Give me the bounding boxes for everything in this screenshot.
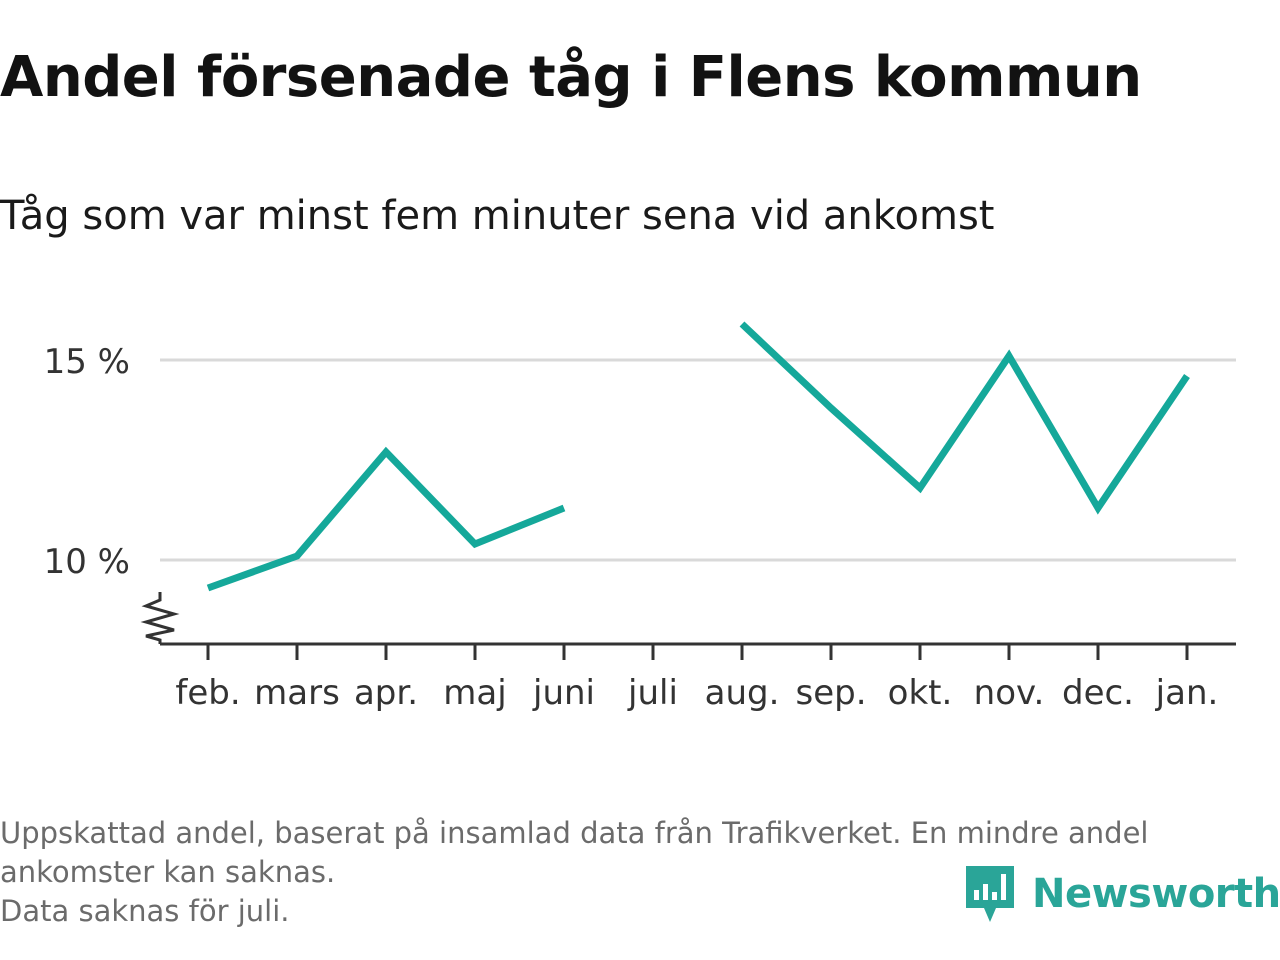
x-tick-label: nov. (974, 673, 1045, 713)
x-tick-label: jan. (1155, 673, 1219, 713)
axes (140, 592, 1236, 660)
footnote-line-1: Uppskattad andel, baserat på insamlad da… (0, 816, 1149, 850)
x-tick-label: sep. (795, 673, 866, 713)
footnote-line-3: Data saknas för juli. (0, 894, 290, 928)
x-tick-label: juli (627, 673, 678, 713)
x-tick-label: maj (443, 673, 506, 713)
brand-logo: Newsworthy (962, 862, 1280, 926)
newsworthy-logo-icon (966, 866, 1014, 922)
footnote-line-2: ankomster kan saknas. (0, 855, 336, 889)
x-tick-label: dec. (1062, 673, 1134, 713)
x-tick-label: okt. (888, 673, 953, 713)
x-tick-label: apr. (354, 673, 418, 713)
footnote: Uppskattad andel, baserat på insamlad da… (0, 814, 1270, 931)
y-axis-break (140, 592, 180, 644)
x-tick-label: feb. (175, 673, 240, 713)
chart-title: Andel försenade tåg i Flens kommun (0, 45, 1142, 110)
y-tick-label: 15 % (44, 342, 130, 382)
series-lines (206, 321, 1190, 592)
x-tick-label: juni (532, 673, 595, 713)
chart-subtitle: Tåg som var minst fem minuter sena vid a… (0, 193, 995, 239)
x-tick-label: mars (254, 673, 340, 713)
brand-name: Newsworthy (1032, 871, 1280, 917)
x-tick-label: aug. (705, 673, 780, 713)
line-chart: 10 % 15 % feb. mars apr. maj juni juli aug. sep. o… (44, 321, 1236, 713)
gridlines (160, 358, 1236, 562)
tick-labels: 10 % 15 % feb. mars apr. maj juni juli aug. sep. o… (44, 342, 1219, 713)
series-line (739, 321, 1190, 515)
y-tick-label: 10 % (44, 542, 130, 582)
series-line (206, 446, 566, 592)
